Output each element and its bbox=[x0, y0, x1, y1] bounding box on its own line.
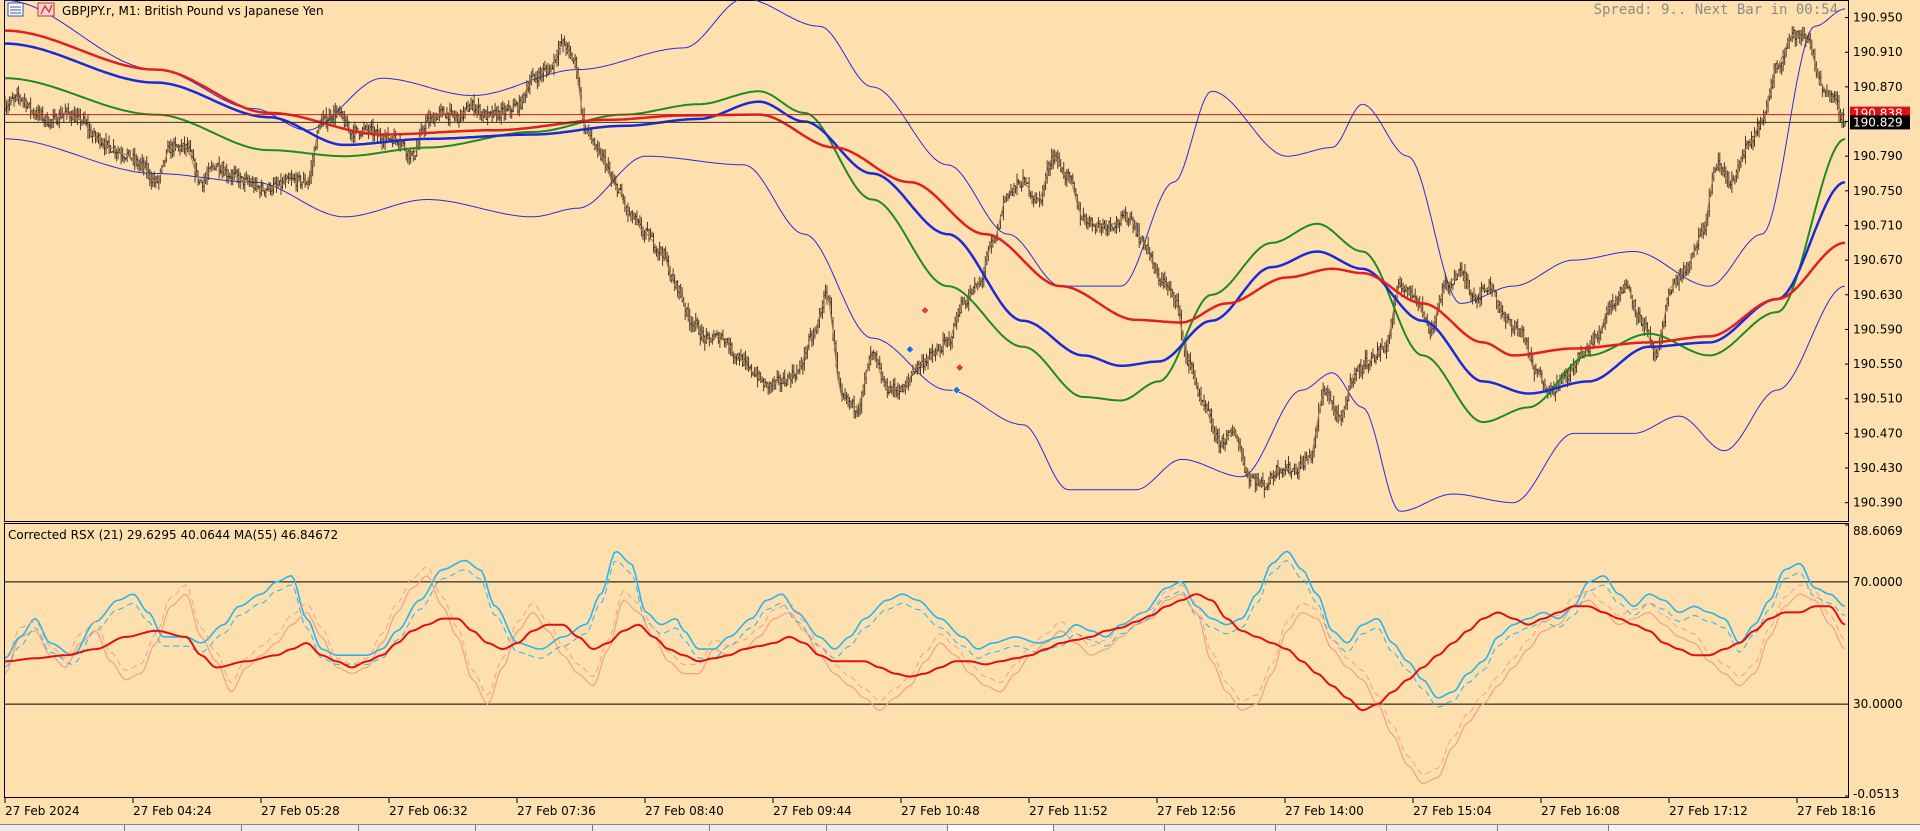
one-click-trading-icon[interactable] bbox=[38, 3, 54, 16]
time-axis-label: 27 Feb 09:44 bbox=[773, 804, 852, 818]
price-axis-label: 190.590 bbox=[1853, 322, 1903, 336]
indicator-axis-label: 70.0000 bbox=[1853, 575, 1903, 589]
price-axis-label: 190.670 bbox=[1853, 253, 1903, 267]
time-axis-label: 27 Feb 2024 bbox=[5, 804, 80, 818]
chart-tab[interactable] bbox=[476, 825, 593, 831]
chart-tab[interactable] bbox=[0, 825, 125, 831]
price-axis-label: 190.470 bbox=[1853, 426, 1903, 440]
indicator-axis-label: -0.0513 bbox=[1853, 787, 1899, 801]
price-axis-label: 190.430 bbox=[1853, 461, 1903, 475]
indicator-axis-label: 88.6069 bbox=[1853, 524, 1903, 538]
chart-tab[interactable] bbox=[710, 825, 827, 831]
time-axis-label: 27 Feb 06:32 bbox=[389, 804, 468, 818]
price-axis-label: 190.390 bbox=[1853, 496, 1903, 510]
price-axis-label: 190.910 bbox=[1853, 45, 1903, 59]
time-axis-label: 27 Feb 17:12 bbox=[1669, 804, 1748, 818]
time-axis-label: 27 Feb 11:52 bbox=[1029, 804, 1108, 818]
time-axis-label: 27 Feb 14:00 bbox=[1285, 804, 1364, 818]
spread-next-bar-text: Spread: 9.. Next Bar in 00:54 bbox=[1594, 2, 1838, 18]
price-axis-label: 190.510 bbox=[1853, 392, 1903, 406]
time-axis-label: 27 Feb 08:40 bbox=[645, 804, 724, 818]
bid-price-label: 190.829 bbox=[1853, 115, 1903, 129]
time-axis-label: 27 Feb 18:16 bbox=[1797, 804, 1876, 818]
chart-tab[interactable] bbox=[1054, 825, 1165, 831]
time-axis-label: 27 Feb 16:08 bbox=[1541, 804, 1620, 818]
chart-tab-active[interactable] bbox=[948, 825, 1054, 831]
chart-list-icon[interactable] bbox=[8, 3, 23, 16]
price-axis-label: 190.790 bbox=[1853, 149, 1903, 163]
time-axis-label: 27 Feb 15:04 bbox=[1413, 804, 1492, 818]
price-axis-label: 190.630 bbox=[1853, 288, 1903, 302]
price-axis-label: 190.870 bbox=[1853, 80, 1903, 94]
chart-tab[interactable] bbox=[593, 825, 710, 831]
indicator-axis-label: 30.0000 bbox=[1853, 697, 1903, 711]
time-axis-label: 27 Feb 04:24 bbox=[133, 804, 212, 818]
price-axis-label: 190.710 bbox=[1853, 219, 1903, 233]
chart-tab[interactable] bbox=[827, 825, 948, 831]
indicator-label: Corrected RSX (21) 29.6295 40.0644 MA(55… bbox=[8, 528, 338, 542]
price-axis-label: 190.550 bbox=[1853, 357, 1903, 371]
price-axis-label: 190.750 bbox=[1853, 184, 1903, 198]
price-axis-label: 190.950 bbox=[1853, 11, 1903, 25]
time-axis-label: 27 Feb 10:48 bbox=[901, 804, 980, 818]
time-axis-label: 27 Feb 12:56 bbox=[1157, 804, 1236, 818]
chart-tab[interactable] bbox=[359, 825, 476, 831]
chart-tab[interactable] bbox=[242, 825, 359, 831]
symbol-title: GBPJPY.r, M1: British Pound vs Japanese … bbox=[62, 4, 324, 18]
time-axis-label: 27 Feb 07:36 bbox=[517, 804, 596, 818]
chart-tab[interactable] bbox=[125, 825, 242, 831]
time-axis-label: 27 Feb 05:28 bbox=[261, 804, 340, 818]
